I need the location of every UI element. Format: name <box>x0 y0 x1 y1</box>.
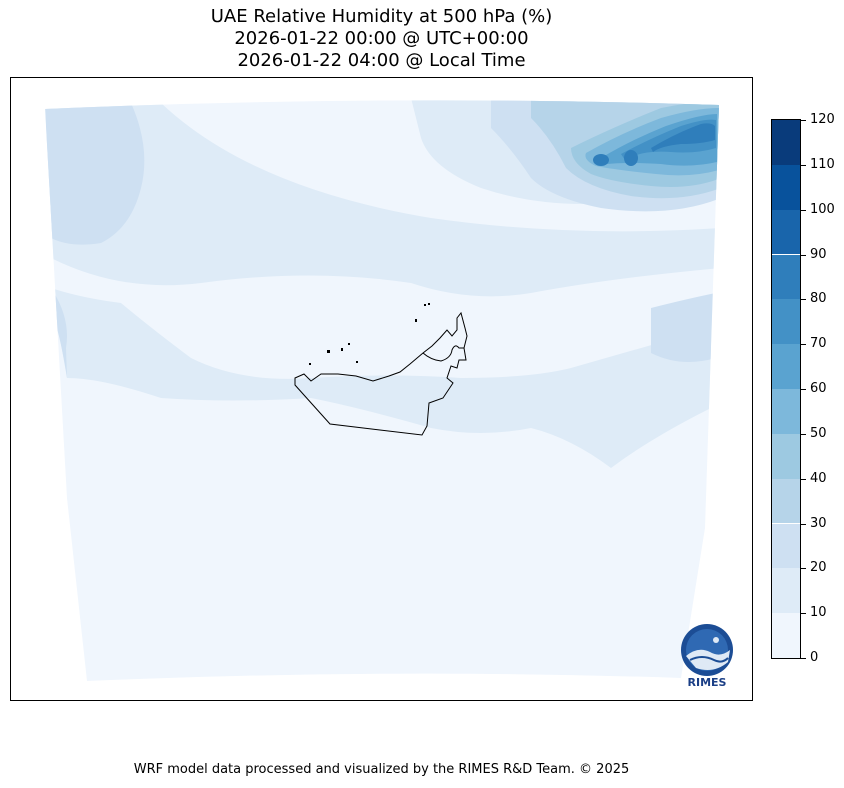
colorbar-tick <box>801 433 806 435</box>
title-line-3: 2026-01-22 04:00 @ Local Time <box>237 50 526 71</box>
colorbar-segment <box>772 478 800 524</box>
colorbar-segment <box>772 389 800 434</box>
title-line-1: UAE Relative Humidity at 500 hPa (%) <box>210 6 553 27</box>
colorbar-tick-label: 80 <box>810 291 827 307</box>
humidity-band-80-90 <box>651 123 715 152</box>
colorbar-tick-label: 110 <box>810 156 835 172</box>
colorbar-segment <box>772 568 800 614</box>
rimes-logo-text: RIMES <box>687 676 727 689</box>
colorbar-tick-label: 70 <box>810 336 827 352</box>
colorbar-segment <box>772 523 800 569</box>
map-panel: RIMES <box>10 77 753 701</box>
colorbar-tick <box>801 344 806 346</box>
colorbar-segment <box>772 613 800 658</box>
humidity-map <box>45 100 719 682</box>
footer-credit: WRF model data processed and visualized … <box>133 762 630 777</box>
colorbar-tick <box>801 523 806 525</box>
uae-oman-border <box>422 345 464 362</box>
colorbar <box>771 119 801 659</box>
uae-islands <box>309 303 430 365</box>
colorbar-segment <box>772 209 800 255</box>
colorbar-tick <box>801 299 806 301</box>
colorbar-tick <box>801 613 806 615</box>
uae-border <box>294 311 468 436</box>
colorbar-tick <box>801 658 806 659</box>
colorbar-tick-label: 10 <box>810 605 827 621</box>
colorbar-tick-label: 50 <box>810 425 827 441</box>
colorbar-tick-label: 20 <box>810 560 827 576</box>
colorbar-tick <box>801 478 806 480</box>
map-title: UAE Relative Humidity at 500 hPa (%) 202… <box>0 6 763 72</box>
colorbar-segment <box>772 344 800 389</box>
colorbar-tick <box>801 389 806 390</box>
colorbar-tick-label: 60 <box>810 381 827 396</box>
colorbar-segment <box>772 299 800 345</box>
humidity-cell-80-90-b <box>624 150 638 166</box>
humidity-band-20-30-southeast <box>651 293 716 362</box>
rimes-logo: RIMES <box>674 622 740 692</box>
humidity-cell-80-90-a <box>593 154 609 166</box>
colorbar-tick-label: 0 <box>810 650 819 665</box>
humidity-band-20-30-west <box>45 103 145 245</box>
colorbar-tick-label: 120 <box>810 112 835 127</box>
colorbar-tick <box>801 120 806 121</box>
colorbar-tick-label: 90 <box>810 246 827 262</box>
colorbar-segment <box>772 254 800 300</box>
colorbar-tick <box>801 254 806 256</box>
rimes-logo-icon <box>681 624 733 676</box>
colorbar-tick <box>801 568 806 570</box>
title-line-2: 2026-01-22 00:00 @ UTC+00:00 <box>234 28 529 49</box>
colorbar-segment <box>772 433 800 479</box>
colorbar-segment <box>772 164 800 210</box>
colorbar-tick <box>801 209 806 211</box>
colorbar-tick-label: 30 <box>810 515 827 531</box>
colorbar-tick-label: 40 <box>810 470 827 486</box>
humidity-band-10-20-north <box>45 103 719 297</box>
colorbar-tick-label: 100 <box>810 201 835 217</box>
colorbar-segment <box>772 120 800 165</box>
colorbar-tick <box>801 164 806 166</box>
